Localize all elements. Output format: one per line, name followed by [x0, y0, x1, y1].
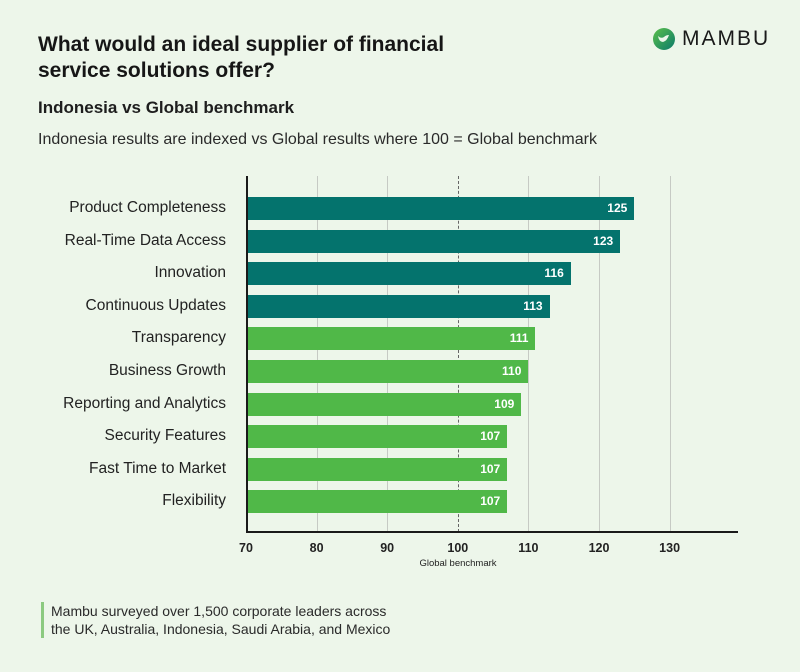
chart-description: Indonesia results are indexed vs Global …: [38, 131, 597, 148]
gridline: [669, 176, 671, 532]
x-axis-label: Global benchmark: [419, 558, 497, 569]
bar-value: 109: [494, 396, 515, 411]
bar: 107: [248, 457, 508, 481]
bar-value: 116: [544, 266, 564, 281]
chart-subtitle: Indonesia vs Global benchmark: [38, 98, 295, 117]
bar: 109: [248, 392, 522, 416]
bar: 123: [248, 229, 621, 253]
bar-value: 111: [509, 331, 529, 346]
y-axis: [246, 176, 248, 533]
bar: 111: [248, 327, 536, 351]
x-tick-label: 130: [659, 541, 681, 555]
category-label: Reporting and Analytics: [63, 394, 226, 412]
bar-value: 125: [607, 201, 628, 215]
x-axis: [246, 531, 738, 533]
category-label: Product Completeness: [69, 199, 226, 216]
x-tick-label: 80: [309, 541, 324, 555]
x-tick-label: 90: [380, 541, 395, 555]
category-label: Flexibility: [162, 492, 226, 510]
bar: 107: [248, 425, 508, 449]
logo-text: MAMBU: [682, 27, 771, 50]
plot-area: 125 123 116 113 111 110 109 107 107 107: [246, 176, 738, 533]
bar-value: 123: [593, 233, 614, 248]
gridline: [599, 176, 600, 532]
chart-title: What would an ideal supplier of financia…: [38, 33, 445, 82]
bar-value: 113: [523, 298, 543, 313]
bar-value: 107: [480, 494, 501, 509]
category-label: Security Features: [104, 427, 226, 445]
mambu-logo: MAMBU: [652, 27, 770, 51]
gridline: [316, 176, 318, 532]
gridline: [528, 176, 530, 532]
category-label: Business Growth: [108, 362, 226, 379]
bar: 110: [248, 360, 529, 383]
x-tick-label: 70: [239, 541, 253, 555]
category-label: Transparency: [131, 329, 226, 347]
category-label: Fast Time to Market: [89, 459, 226, 477]
note-line-2: the UK, Australia, Indonesia, Saudi Arab…: [51, 621, 391, 637]
category-label: Continuous Updates: [85, 296, 226, 314]
bar: 116: [248, 262, 571, 286]
gridline: [387, 176, 389, 532]
survey-note: Mambu surveyed over 1,500 corporate lead…: [41, 602, 390, 638]
bar: 107: [248, 490, 508, 514]
bar: 113: [248, 294, 550, 318]
mambu-leaf-icon: [653, 28, 675, 50]
bar-value: 107: [480, 429, 501, 444]
bar: 125: [248, 197, 635, 220]
category-label: Innovation: [154, 264, 226, 282]
category-label: Real-Time Data Access: [64, 231, 226, 249]
bar-value: 107: [480, 461, 501, 476]
x-tick-label: 110: [518, 541, 539, 555]
x-tick-label: 100: [447, 541, 469, 555]
note-line-1: Mambu surveyed over 1,500 corporate lead…: [51, 603, 387, 619]
x-tick-label: 120: [588, 541, 610, 555]
bar-value: 110: [502, 364, 522, 378]
benchmark-line: [457, 176, 459, 532]
